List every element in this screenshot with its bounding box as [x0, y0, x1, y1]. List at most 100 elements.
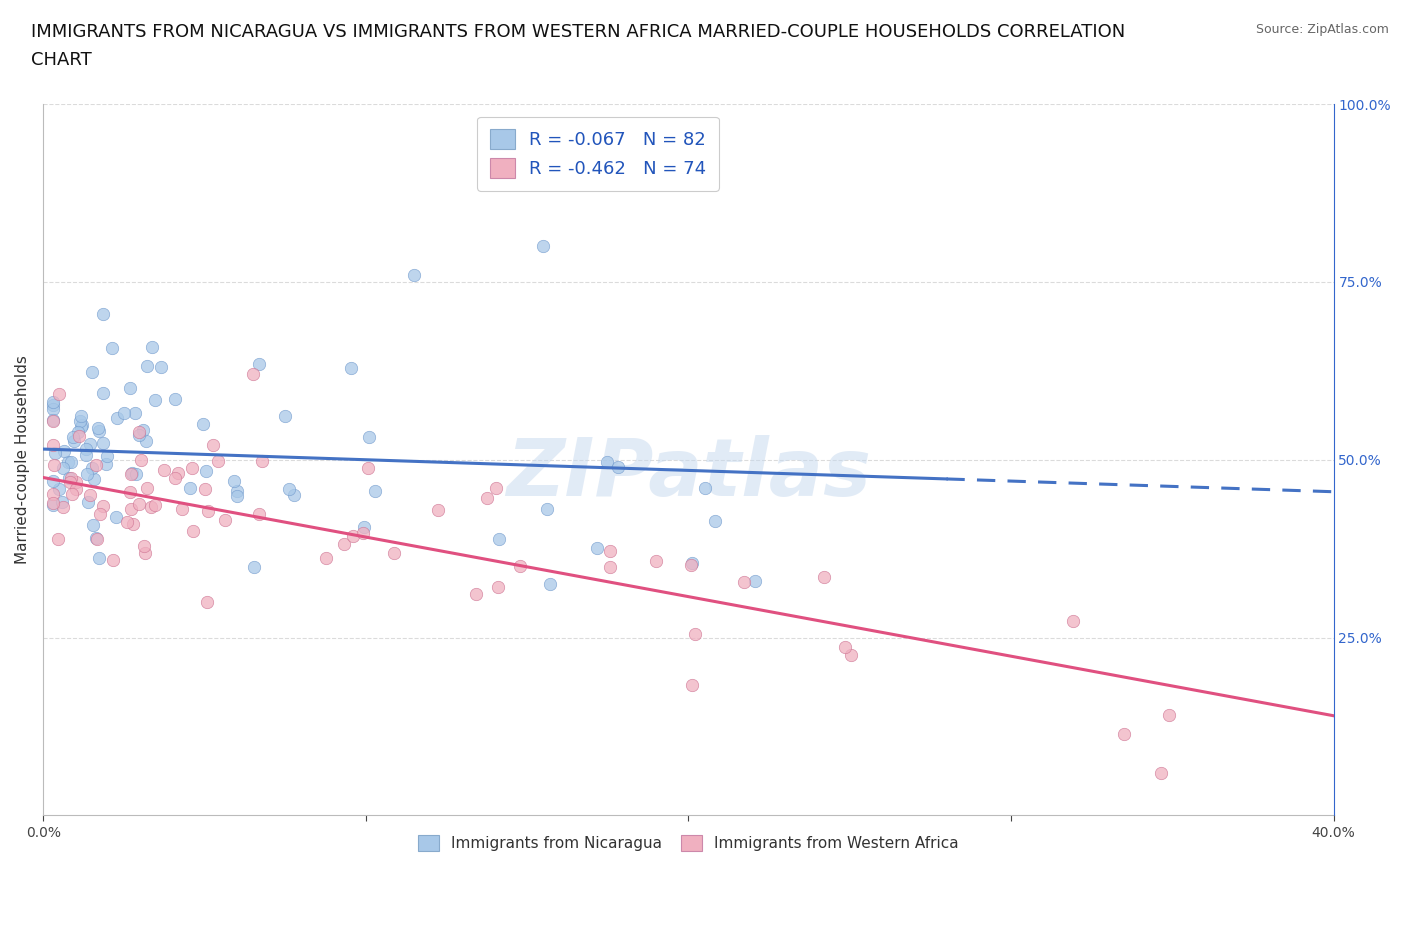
Point	[53, 443, 76, 458]
Point	[87, 551, 110, 565]
Point	[250, 454, 273, 469]
Point	[105, 411, 128, 426]
Point	[65, 474, 87, 489]
Point	[42, 397, 65, 412]
Point	[51, 460, 73, 475]
Point	[42, 412, 65, 427]
Point	[86, 532, 108, 547]
Point	[283, 487, 305, 502]
Point	[226, 484, 249, 498]
Point	[477, 490, 499, 505]
Point	[67, 425, 90, 440]
Point	[86, 420, 108, 435]
Point	[82, 518, 104, 533]
Point	[75, 442, 97, 457]
Point	[48, 482, 70, 497]
Point	[125, 467, 148, 482]
Point	[681, 678, 703, 693]
Point	[118, 380, 141, 395]
Point	[333, 537, 356, 551]
Point	[486, 579, 509, 594]
Point	[128, 496, 150, 511]
Point	[58, 454, 80, 469]
Point	[274, 408, 297, 423]
Point	[65, 482, 87, 497]
Point	[488, 532, 510, 547]
Point	[96, 448, 118, 463]
Point	[70, 418, 93, 432]
Point	[1062, 614, 1084, 629]
Point	[364, 484, 387, 498]
Point	[197, 503, 219, 518]
Point	[42, 458, 65, 472]
Point	[340, 361, 363, 376]
Point	[315, 551, 337, 565]
Point	[599, 559, 621, 574]
Point	[120, 502, 142, 517]
Point	[278, 482, 301, 497]
Point	[606, 459, 628, 474]
Point	[80, 460, 103, 475]
Point	[1150, 765, 1173, 780]
Point	[150, 359, 173, 374]
Point	[132, 538, 155, 553]
Point	[69, 408, 91, 423]
Point	[485, 481, 508, 496]
Point	[242, 559, 264, 574]
Point	[202, 437, 225, 452]
Point	[384, 546, 406, 561]
Point	[141, 339, 163, 354]
Point	[62, 430, 84, 445]
Point	[353, 520, 375, 535]
Point	[83, 472, 105, 486]
Point	[181, 461, 204, 476]
Point	[342, 528, 364, 543]
Point	[599, 543, 621, 558]
Point	[62, 433, 84, 448]
Point	[75, 447, 97, 462]
Point	[42, 473, 65, 488]
Point	[84, 458, 107, 472]
Point	[121, 516, 143, 531]
Point	[247, 356, 270, 371]
Point	[681, 556, 703, 571]
Point	[89, 507, 111, 522]
Point	[141, 499, 163, 514]
Point	[586, 540, 609, 555]
Point	[152, 463, 174, 478]
Point	[91, 385, 114, 400]
Y-axis label: Married-couple Households: Married-couple Households	[15, 355, 30, 565]
Point	[357, 430, 380, 445]
Point	[704, 513, 727, 528]
Point	[645, 553, 668, 568]
Point	[352, 526, 374, 541]
Point	[465, 587, 488, 602]
Point	[681, 558, 703, 573]
Text: IMMIGRANTS FROM NICARAGUA VS IMMIGRANTS FROM WESTERN AFRICA MARRIED-COUPLE HOUSE: IMMIGRANTS FROM NICARAGUA VS IMMIGRANTS …	[31, 23, 1125, 41]
Point	[89, 423, 111, 438]
Point	[128, 424, 150, 439]
Point	[69, 414, 91, 429]
Point	[101, 552, 124, 567]
Point	[80, 365, 103, 379]
Point	[76, 467, 98, 482]
Point	[59, 471, 82, 485]
Point	[79, 487, 101, 502]
Point	[214, 512, 236, 527]
Point	[167, 465, 190, 480]
Point	[91, 498, 114, 513]
Point	[1112, 726, 1135, 741]
Point	[58, 471, 80, 485]
Point	[733, 575, 755, 590]
Point	[121, 465, 143, 480]
Point	[79, 436, 101, 451]
Text: ZIPatlas: ZIPatlas	[506, 435, 870, 513]
Point	[132, 423, 155, 438]
Point	[42, 414, 65, 429]
Point	[135, 358, 157, 373]
Point	[683, 627, 706, 642]
Point	[181, 524, 204, 538]
Point	[44, 445, 66, 460]
Point	[42, 394, 65, 409]
Point	[744, 574, 766, 589]
